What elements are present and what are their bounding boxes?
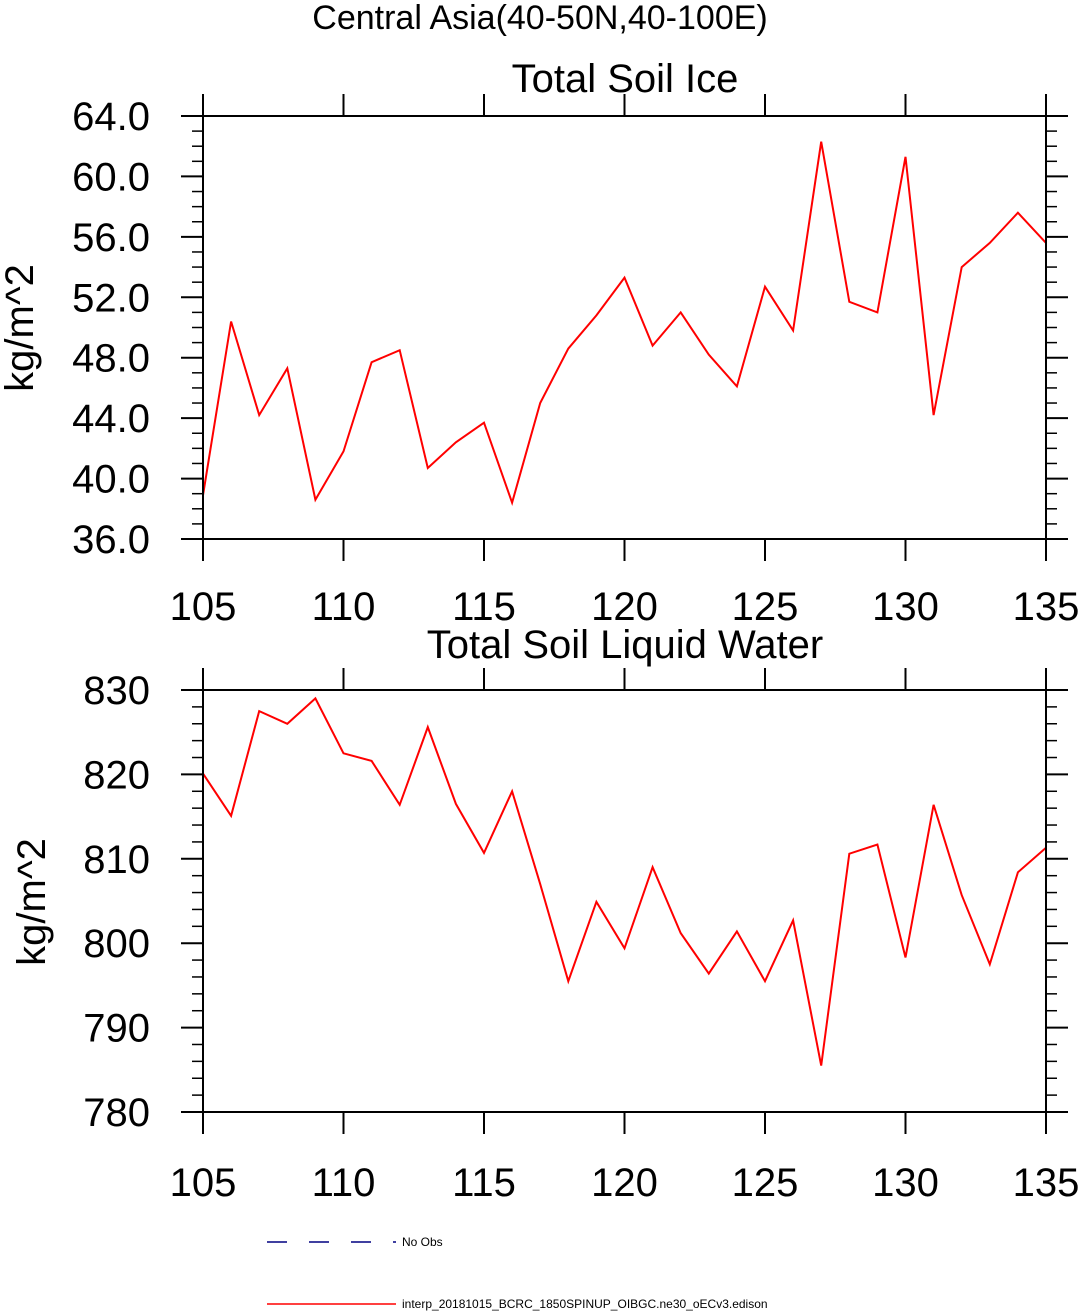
y-axis-label: kg/m^2 (0, 264, 42, 392)
series-lines (202, 696, 1047, 1066)
legend-item-no-obs: No Obs (267, 1235, 443, 1249)
y-tick-label: 60.0 (72, 155, 150, 199)
legend-label: No Obs (402, 1235, 443, 1249)
x-tick-label: 130 (872, 585, 939, 629)
chart-total-soil-ice: Total Soil Ice kg/m^2 36.0 40.0 44.0 48.0 52… (0, 57, 1079, 629)
y-tick-label: 820 (83, 753, 150, 797)
x-tick-label: 120 (591, 585, 658, 629)
x-tick-label: 115 (452, 1161, 516, 1205)
x-tick-label: 125 (732, 585, 799, 629)
legend-item-model-run: interp_20181015_BCRC_1850SPINUP_OIBGC.ne… (267, 1297, 768, 1311)
plot-frame (202, 115, 1047, 540)
y-tick-label: 790 (83, 1007, 150, 1051)
y-tick-label: 48.0 (72, 337, 150, 381)
y-tick-label: 810 (83, 838, 150, 882)
y-tick-labels: 36.0 40.0 44.0 48.0 52.0 56.0 60.0 64.0 (72, 95, 150, 562)
y-tick-label: 56.0 (72, 216, 150, 260)
y-tick-label: 800 (83, 922, 150, 966)
y-tick-label: 780 (83, 1091, 150, 1135)
chart-title: Total Soil Ice (512, 57, 739, 101)
y-tick-label: 44.0 (72, 397, 150, 441)
x-tick-label: 125 (732, 1161, 799, 1205)
y-tick-labels: 780 790 800 810 820 830 (83, 669, 150, 1135)
chart-total-soil-liquid-water: Total Soil Liquid Water kg/m^2 780 790 800… (10, 623, 1079, 1205)
y-axis-label: kg/m^2 (10, 838, 54, 966)
legend: No Obs interp_20181015_BCRC_1850SPINUP_O… (267, 1235, 768, 1311)
chart-title: Total Soil Liquid Water (427, 623, 823, 667)
x-tick-label: 120 (591, 1161, 658, 1205)
plot-frame (202, 689, 1047, 1113)
y-tick-label: 64.0 (72, 95, 150, 139)
x-tick-label: 130 (872, 1161, 939, 1205)
x-tick-label: 115 (452, 585, 516, 629)
x-tick-label: 105 (170, 1161, 237, 1205)
y-tick-label: 40.0 (72, 458, 150, 502)
x-tick-label: 105 (170, 585, 237, 629)
legend-label: interp_20181015_BCRC_1850SPINUP_OIBGC.ne… (402, 1297, 768, 1311)
y-tick-label: 52.0 (72, 276, 150, 320)
x-tick-label: 135 (1013, 585, 1080, 629)
y-tick-label: 830 (83, 669, 150, 713)
x-tick-labels: 105 110 115 120 125 130 135 (170, 585, 1080, 629)
y-tick-label: 36.0 (72, 518, 150, 562)
x-tick-label: 110 (312, 585, 376, 629)
axis-ticks (181, 94, 1068, 561)
series-line-0 (202, 696, 1047, 1066)
series-lines (202, 141, 1047, 507)
x-tick-labels: 105 110 115 120 125 130 135 (170, 1161, 1080, 1205)
figure-suptitle: Central Asia(40-50N,40-100E) (312, 0, 767, 37)
series-line-0 (202, 141, 1047, 507)
x-tick-label: 110 (312, 1161, 376, 1205)
axis-ticks (181, 668, 1068, 1134)
x-tick-label: 135 (1013, 1161, 1080, 1205)
